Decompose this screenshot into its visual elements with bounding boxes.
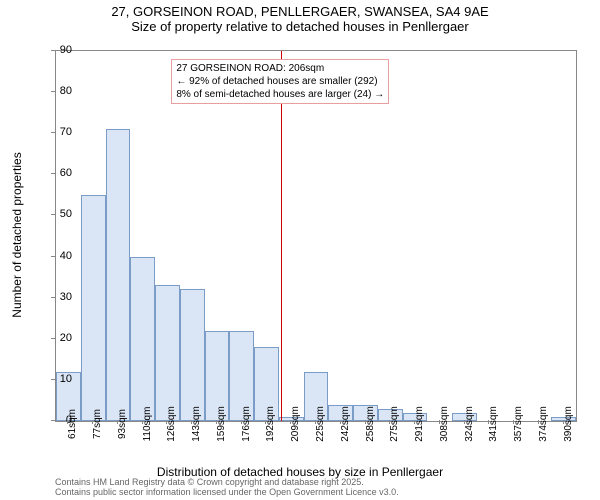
y-tick-mark [51,420,55,421]
x-tick-mark [563,420,564,424]
x-tick-mark [191,420,192,424]
x-tick-label: 275sqm [389,406,400,442]
plot-area: 27 GORSEINON ROAD: 206sqm ← 92% of detac… [55,50,577,422]
x-tick-mark [216,420,217,424]
x-tick-mark [340,420,341,424]
y-axis-label: Number of detached properties [10,152,24,317]
x-tick-label: 93sqm [117,409,128,439]
y-tick-mark [51,338,55,339]
x-tick-mark [464,420,465,424]
y-tick-mark [51,50,55,51]
x-tick-label: 357sqm [513,406,524,442]
x-tick-label: 242sqm [340,406,351,442]
x-tick-label: 291sqm [414,406,425,442]
x-tick-mark [290,420,291,424]
x-tick-label: 61sqm [67,409,78,439]
x-tick-mark [488,420,489,424]
bars-group [56,51,576,421]
annotation-line-3: 8% of semi-detached houses are larger (2… [176,88,384,101]
bar [106,129,131,421]
x-tick-mark [513,420,514,424]
x-tick-label: 110sqm [142,407,153,442]
x-tick-mark [389,420,390,424]
x-tick-label: 390sqm [563,406,574,442]
x-tick-label: 159sqm [216,406,227,442]
bar [155,285,180,421]
x-tick-mark [166,420,167,424]
footer: Contains HM Land Registry data © Crown c… [55,478,399,498]
x-tick-mark [117,420,118,424]
title-line-1: 27, GORSEINON ROAD, PENLLERGAER, SWANSEA… [0,0,600,19]
y-tick-mark [51,91,55,92]
y-tick-mark [51,256,55,257]
y-tick-mark [51,173,55,174]
x-tick-mark [315,420,316,424]
x-tick-mark [439,420,440,424]
chart-container: 27, GORSEINON ROAD, PENLLERGAER, SWANSEA… [0,0,600,500]
x-tick-mark [67,420,68,424]
bar [180,289,205,421]
marker-line [281,51,282,421]
x-tick-mark [365,420,366,424]
x-tick-label: 258sqm [365,406,376,442]
x-tick-label: 324sqm [464,406,475,442]
y-tick-mark [51,214,55,215]
x-tick-label: 341sqm [488,406,499,442]
bar [130,257,155,421]
x-tick-label: 126sqm [166,406,177,442]
y-tick-mark [51,297,55,298]
x-tick-label: 77sqm [92,409,103,439]
x-tick-label: 176sqm [241,406,252,442]
x-tick-label: 143sqm [191,406,202,442]
annotation-line-2: ← 92% of detached houses are smaller (29… [176,75,384,88]
annotation-line-1: 27 GORSEINON ROAD: 206sqm [176,62,384,75]
y-tick-mark [51,379,55,380]
x-tick-label: 209sqm [290,406,301,442]
footer-line-2: Contains public sector information licen… [55,488,399,498]
x-tick-label: 192sqm [265,406,276,442]
x-tick-label: 308sqm [439,406,450,442]
annotation-box: 27 GORSEINON ROAD: 206sqm ← 92% of detac… [171,59,389,104]
y-tick-mark [51,132,55,133]
title-line-2: Size of property relative to detached ho… [0,19,600,34]
x-tick-mark [538,420,539,424]
x-tick-mark [265,420,266,424]
x-tick-label: 225sqm [315,406,326,442]
x-tick-mark [142,420,143,424]
x-tick-mark [414,420,415,424]
bar [81,195,106,421]
x-tick-label: 374sqm [538,406,549,442]
x-tick-mark [92,420,93,424]
x-tick-mark [241,420,242,424]
